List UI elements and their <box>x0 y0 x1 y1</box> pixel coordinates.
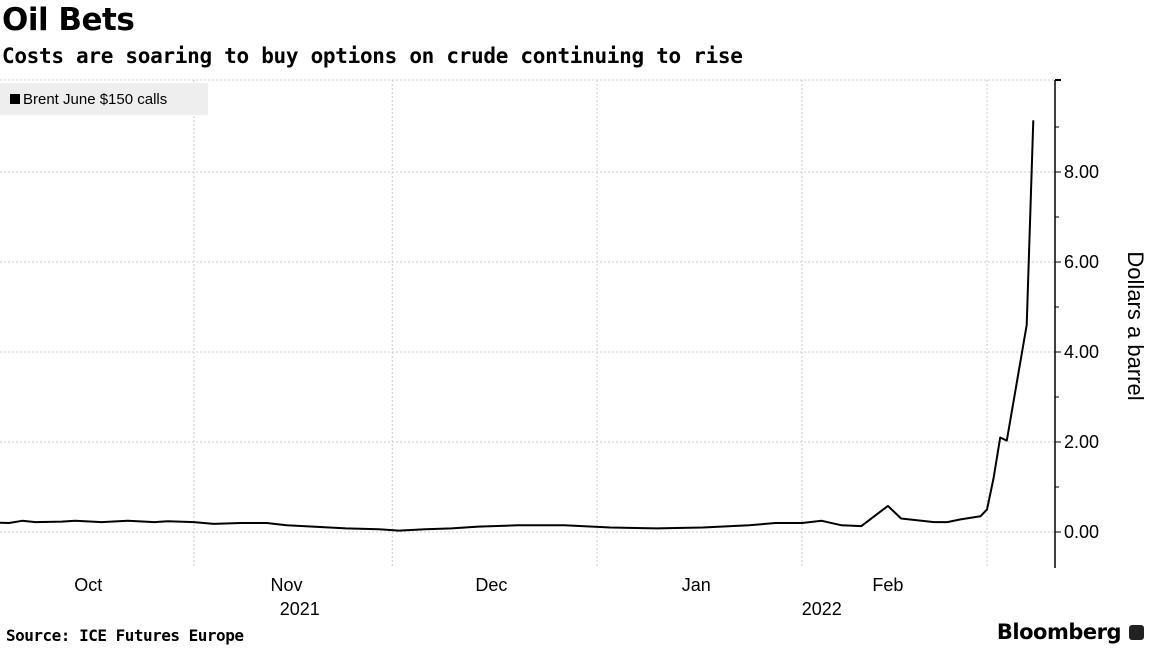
legend: Brent June $150 calls <box>0 83 208 115</box>
source-note: Source: ICE Futures Europe <box>6 626 244 645</box>
x-tick-label: Nov <box>271 575 303 595</box>
bloomberg-chat-icon <box>1129 624 1144 640</box>
chart-subtitle: Costs are soaring to buy options on crud… <box>2 44 743 68</box>
y-tick-label: 4.00 <box>1064 342 1099 362</box>
legend-label: Brent June $150 calls <box>23 90 168 108</box>
y-tick-label: 0.00 <box>1064 522 1099 542</box>
brand-name: Bloomberg <box>996 620 1122 644</box>
x-tick-label: Dec <box>475 575 507 595</box>
x-tick-label: Feb <box>872 575 903 595</box>
chart-title: Oil Bets <box>2 2 135 38</box>
y-tick-label: 2.00 <box>1064 432 1099 452</box>
legend-swatch <box>10 94 20 104</box>
x-year-label: 2021 <box>280 599 320 619</box>
bloomberg-logo: Bloomberg <box>997 620 1144 644</box>
x-tick-label: Oct <box>74 575 102 595</box>
series-line <box>0 120 1035 532</box>
y-tick-label: 6.00 <box>1064 252 1099 272</box>
y-tick-label: 8.00 <box>1064 162 1099 182</box>
x-year-label: 2022 <box>802 599 842 619</box>
x-tick-label: Jan <box>682 575 711 595</box>
y-axis-label: Dollars a barrel <box>1123 251 1148 400</box>
